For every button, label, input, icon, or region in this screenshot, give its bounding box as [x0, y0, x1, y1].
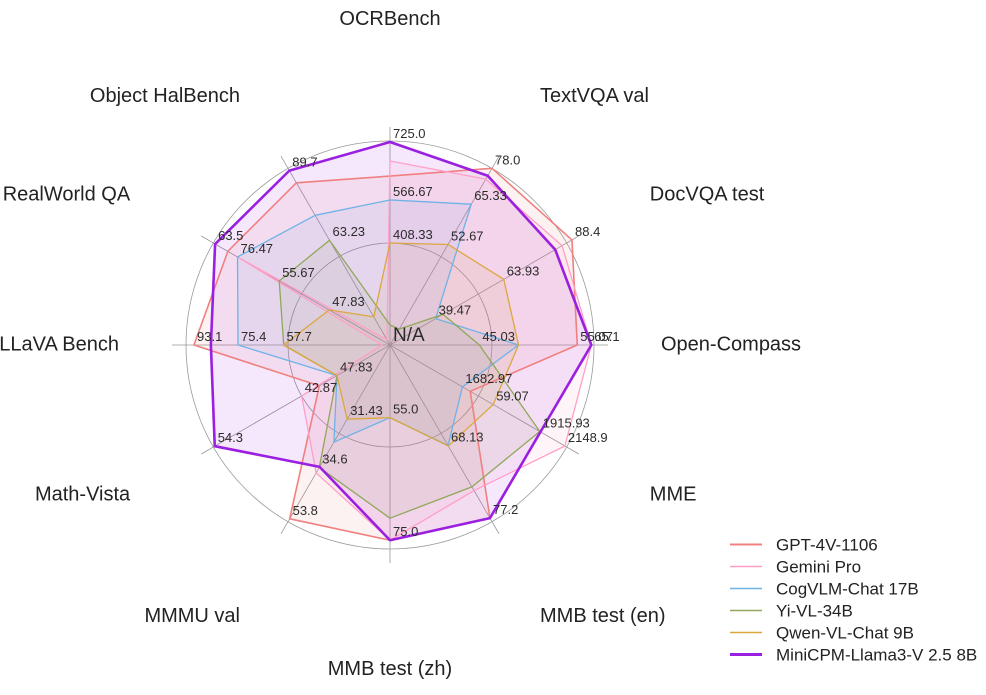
- svg-text:75.0: 75.0: [393, 524, 418, 539]
- svg-text:1682.97: 1682.97: [465, 371, 512, 386]
- svg-text:63.5: 63.5: [218, 228, 243, 243]
- svg-text:89.7: 89.7: [292, 155, 317, 170]
- svg-text:59.07: 59.07: [496, 389, 529, 404]
- svg-text:Object HalBench: Object HalBench: [90, 85, 240, 107]
- svg-text:39.47: 39.47: [439, 303, 472, 318]
- svg-text:Gemini Pro: Gemini Pro: [776, 558, 861, 577]
- svg-text:LLaVA Bench: LLaVA Bench: [0, 333, 119, 355]
- svg-text:RealWorld QA: RealWorld QA: [3, 183, 131, 205]
- svg-text:DocVQA test: DocVQA test: [650, 183, 765, 205]
- svg-text:Qwen-VL-Chat 9B: Qwen-VL-Chat 9B: [776, 624, 914, 643]
- svg-text:65.33: 65.33: [474, 188, 507, 203]
- svg-text:MMB test (zh): MMB test (zh): [328, 658, 452, 680]
- svg-text:MMB test (en): MMB test (en): [540, 605, 666, 627]
- svg-text:55.0: 55.0: [393, 402, 418, 417]
- svg-text:53.8: 53.8: [293, 503, 318, 518]
- svg-text:65.1: 65.1: [594, 329, 619, 344]
- svg-text:N/A: N/A: [393, 325, 425, 346]
- svg-text:88.4: 88.4: [575, 224, 600, 239]
- svg-text:54.3: 54.3: [218, 430, 243, 445]
- svg-text:63.23: 63.23: [333, 224, 366, 239]
- svg-text:47.83: 47.83: [332, 294, 365, 309]
- svg-text:45.03: 45.03: [482, 329, 515, 344]
- svg-text:47.83: 47.83: [340, 360, 373, 375]
- svg-text:408.33: 408.33: [393, 227, 433, 242]
- svg-text:76.47: 76.47: [241, 241, 274, 256]
- svg-text:57.7: 57.7: [287, 329, 312, 344]
- svg-text:Open-Compass: Open-Compass: [661, 333, 801, 355]
- svg-text:77.2: 77.2: [493, 502, 518, 517]
- svg-text:MME: MME: [650, 483, 697, 505]
- svg-text:MiniCPM-Llama3-V 2.5 8B: MiniCPM-Llama3-V 2.5 8B: [776, 646, 977, 665]
- svg-text:MMMU val: MMMU val: [144, 605, 240, 627]
- svg-text:TextVQA val: TextVQA val: [540, 85, 649, 107]
- svg-text:68.13: 68.13: [451, 430, 484, 445]
- svg-text:GPT-4V-1106: GPT-4V-1106: [776, 536, 878, 555]
- svg-text:55.67: 55.67: [282, 265, 315, 280]
- svg-text:31.43: 31.43: [350, 403, 383, 418]
- svg-text:1915.93: 1915.93: [543, 416, 590, 431]
- svg-text:CogVLM-Chat 17B: CogVLM-Chat 17B: [776, 580, 919, 599]
- svg-text:75.4: 75.4: [241, 329, 266, 344]
- svg-text:OCRBench: OCRBench: [339, 8, 440, 30]
- svg-text:Math-Vista: Math-Vista: [35, 483, 131, 505]
- svg-text:52.67: 52.67: [451, 229, 484, 244]
- svg-text:Yi-VL-34B: Yi-VL-34B: [776, 602, 853, 621]
- svg-text:42.87: 42.87: [305, 380, 338, 395]
- svg-text:93.1: 93.1: [197, 329, 222, 344]
- svg-text:34.6: 34.6: [322, 451, 347, 466]
- svg-text:78.0: 78.0: [495, 152, 520, 167]
- svg-text:566.67: 566.67: [393, 184, 433, 199]
- svg-text:725.0: 725.0: [393, 126, 426, 141]
- svg-text:63.93: 63.93: [507, 263, 540, 278]
- svg-text:2148.9: 2148.9: [568, 430, 608, 445]
